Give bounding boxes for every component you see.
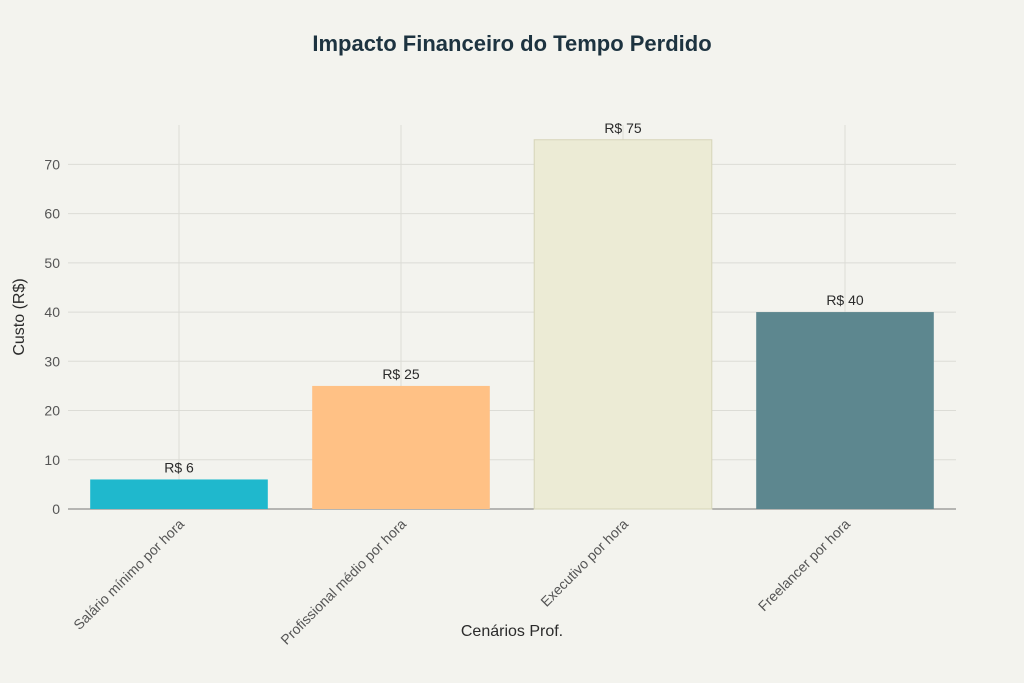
y-tick-label: 70: [44, 156, 60, 172]
y-tick-label: 40: [44, 304, 60, 320]
y-tick-label: 60: [44, 206, 60, 222]
x-tick-label: Freelancer por hora: [755, 516, 853, 614]
bar-data-label: R$ 6: [164, 459, 194, 475]
x-tick-label: Salário mínimo por hora: [70, 516, 187, 633]
bar-data-label: R$ 75: [604, 120, 642, 136]
bar: [533, 139, 713, 510]
bar: [90, 479, 268, 509]
x-tick-label: Executivo por hora: [537, 516, 631, 610]
y-tick-label: 30: [44, 353, 60, 369]
y-axis-title: Custo (R$): [11, 278, 28, 355]
x-tick-label: Profissional médio por hora: [277, 516, 409, 648]
y-axis-ticks: 0 10 20 30 40 50 60 70: [44, 156, 60, 517]
bar-data-label: R$ 25: [382, 366, 420, 382]
bar-data-label: R$ 40: [826, 292, 864, 308]
x-axis-title: Cenários Prof.: [461, 623, 563, 640]
data-labels: R$ 6 R$ 25 R$ 75 R$ 40: [164, 120, 864, 476]
bar: [312, 385, 490, 509]
y-tick-label: 20: [44, 403, 60, 419]
chart-title: Impacto Financeiro do Tempo Perdido: [312, 31, 711, 56]
y-tick-label: 10: [44, 452, 60, 468]
y-tick-label: 50: [44, 255, 60, 271]
bar: [756, 312, 934, 509]
y-tick-label: 0: [52, 501, 60, 517]
bars: [90, 139, 934, 510]
